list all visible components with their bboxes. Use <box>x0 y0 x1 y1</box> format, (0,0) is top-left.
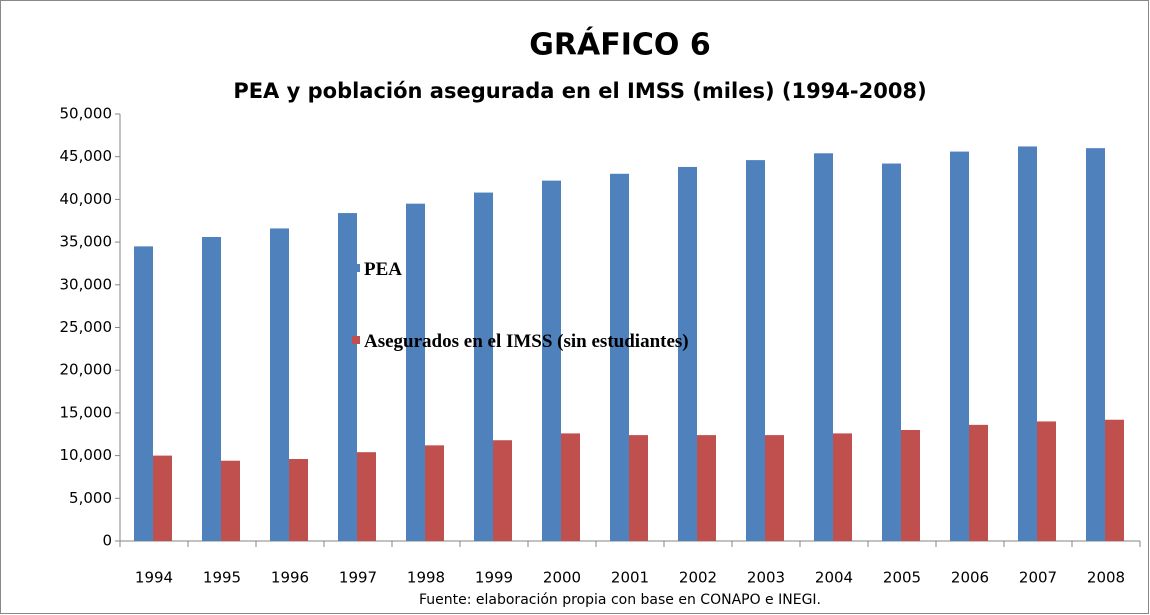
bar <box>882 163 901 542</box>
legend-item: Asegurados en el IMSS (sin estudiantes) <box>352 330 692 354</box>
bar <box>950 151 969 542</box>
x-tick-label: 2002 <box>679 569 717 587</box>
bar <box>153 455 172 541</box>
bar <box>406 203 425 542</box>
legend-label: PEA <box>364 259 402 280</box>
y-tick-label: 20,000 <box>60 361 113 379</box>
source-note: Fuente: elaboración propia con base en C… <box>419 592 821 608</box>
x-tick-label: 1995 <box>203 569 241 587</box>
legend-swatch <box>352 336 360 344</box>
y-tick-label: 15,000 <box>60 403 113 421</box>
bar <box>746 160 765 541</box>
bar <box>542 180 561 541</box>
x-tick-label: 2007 <box>1019 569 1057 587</box>
bar <box>697 435 716 541</box>
chart-subtitle: PEA y población asegurada en el IMSS (mi… <box>233 79 926 103</box>
y-tick-label: 35,000 <box>60 233 113 251</box>
x-tick-label: 1994 <box>135 569 173 587</box>
y-tick-label: 0 <box>102 532 112 550</box>
legend-item: PEA <box>352 258 692 282</box>
x-tick-label: 2001 <box>611 569 649 587</box>
bar <box>678 166 697 541</box>
y-tick-label: 25,000 <box>60 318 113 336</box>
bar <box>493 440 512 541</box>
bar <box>1086 148 1105 541</box>
bar <box>1037 421 1056 541</box>
chart-title: GRÁFICO 6 <box>529 27 710 63</box>
bar <box>765 435 784 541</box>
x-tick-label: 1998 <box>407 569 445 587</box>
bar <box>134 246 153 541</box>
bar <box>221 460 240 541</box>
bar <box>202 236 221 541</box>
bar <box>833 433 852 541</box>
legend-label: Asegurados en el IMSS (sin estudiantes) <box>364 331 689 352</box>
bar <box>1105 419 1124 541</box>
x-tick-label: 1999 <box>475 569 513 587</box>
bar <box>1018 146 1037 541</box>
bar <box>814 153 833 541</box>
y-tick-label: 50,000 <box>60 105 113 123</box>
bar <box>629 435 648 541</box>
bar <box>289 459 308 541</box>
legend-swatch <box>352 264 360 272</box>
bar <box>270 228 289 541</box>
x-tick-label: 2006 <box>951 569 989 587</box>
x-tick-label: 2005 <box>883 569 921 587</box>
y-tick-label: 45,000 <box>60 147 113 165</box>
bar <box>561 433 580 541</box>
x-tick-label: 2008 <box>1087 569 1125 587</box>
bar <box>474 192 493 541</box>
x-tick-label: 2003 <box>747 569 785 587</box>
bar <box>901 429 920 541</box>
bar <box>610 173 629 541</box>
bar <box>357 452 376 541</box>
x-tick-label: 1997 <box>339 569 377 587</box>
y-tick-label: 30,000 <box>60 275 113 293</box>
y-tick-label: 40,000 <box>60 190 113 208</box>
x-tick-label: 1996 <box>271 569 309 587</box>
bar <box>969 424 988 541</box>
y-tick-label: 5,000 <box>69 489 112 507</box>
y-tick-label: 10,000 <box>60 446 113 464</box>
bar <box>338 213 357 541</box>
x-tick-label: 2004 <box>815 569 853 587</box>
bar <box>425 445 444 541</box>
x-tick-label: 2000 <box>543 569 581 587</box>
